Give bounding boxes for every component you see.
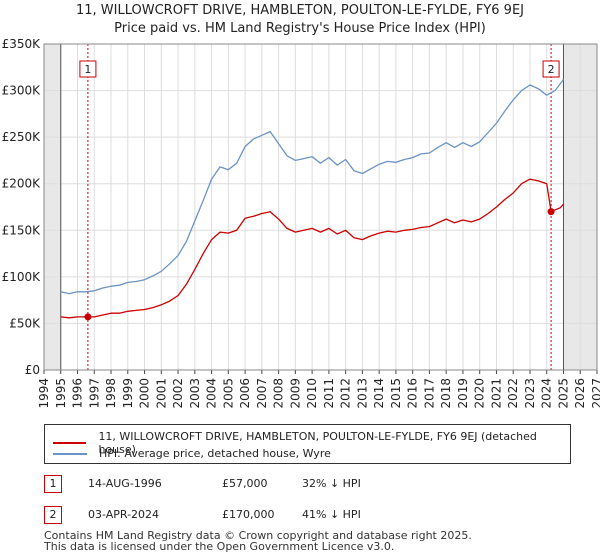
chart-subtitle: Price paid vs. HM Land Registry's House … [114,21,486,36]
transaction-price: £57,000 [222,477,268,490]
x-tick-label: 2021 [489,378,503,409]
sale-label: 1 [84,63,91,76]
transaction-hpi: 41% ↓ HPI [302,508,361,521]
shaded-region [44,44,61,370]
footer-licence: This data is licensed under the Open Gov… [44,540,395,553]
x-tick-label: 1998 [104,378,118,409]
x-tick-label: 2008 [272,378,286,409]
y-tick-label: £50K [9,316,41,330]
x-tick-label: 2019 [456,378,470,409]
y-tick-label: £100K [2,270,42,284]
x-tick-label: 2026 [573,378,587,409]
legend: 11, WILLOWCROFT DRIVE, HAMBLETON, POULTO… [44,424,571,464]
x-tick-label: 2011 [322,378,336,409]
x-tick-label: 2022 [506,378,520,409]
x-tick-label: 2007 [255,378,269,409]
transaction-date: 03-APR-2024 [88,508,160,521]
price-chart: 1 2 £0 £50K £100K £150K £200K £250K £300K £350K 19… [2,37,600,409]
plot-frame [43,43,598,371]
x-tick-label: 2000 [138,378,152,409]
sale-label-box [79,60,97,78]
footer-copyright: Contains HM Land Registry data © Crown c… [44,529,472,542]
x-tick-label: 2027 [590,378,600,409]
x-tick-label: 2017 [422,378,436,409]
y-tick-label: £150K [2,223,42,237]
x-tick-label: 2013 [355,378,369,409]
x-tick-label: 1996 [71,378,85,409]
x-tick-label: 2004 [205,378,219,409]
x-tick-label: 2018 [439,378,453,409]
chart-title: 11, WILLOWCROFT DRIVE, HAMBLETON, POULTO… [75,3,524,18]
transaction-price: £170,000 [222,508,275,521]
footer: Contains HM Land Registry data © Crown c… [44,530,472,552]
hpi-line [60,79,565,295]
y-tick-label: £0 [25,363,40,377]
plot-area [44,44,597,370]
y-tick-label: £300K [2,84,42,98]
transaction-date: 14-AUG-1996 [88,477,162,490]
x-tick-label: 2006 [238,378,252,409]
transaction-badge: 2 [44,506,62,524]
x-tick-label: 2014 [372,378,386,409]
legend-hpi-label: HPI: Average price, detached house, Wyre [99,447,331,460]
price-line-swatch [53,442,87,444]
legend-item-hpi: HPI: Average price, detached house, Wyre [53,447,331,460]
x-tick-label: 2002 [171,378,185,409]
x-tick-label: 1994 [37,378,51,409]
x-tick-label: 2025 [556,378,570,409]
sale-point [547,208,555,216]
x-tick-label: 1995 [54,378,68,409]
transaction-row: 1 14-AUG-1996 £57,000 32% ↓ HPI [44,475,584,495]
x-tick-label: 2010 [305,378,319,409]
sale-label-box [542,60,560,78]
sale-point [84,313,92,321]
x-tick-label: 2024 [540,378,554,409]
x-tick-label: 2016 [406,378,420,409]
transaction-hpi: 32% ↓ HPI [302,477,361,490]
x-tick-label: 1997 [87,378,101,409]
x-tick-label: 2001 [154,378,168,409]
x-tick-label: 2020 [473,378,487,409]
x-tick-label: 2012 [339,378,353,409]
legend-price-label: 11, WILLOWCROFT DRIVE, HAMBLETON, POULTO… [98,430,537,456]
x-tick-label: 2015 [389,378,403,409]
y-tick-label: £250K [2,130,42,144]
x-tick-label: 2005 [221,378,235,409]
hpi-line-swatch [53,452,87,455]
y-tick-label: £200K [2,177,42,191]
legend-item-price: 11, WILLOWCROFT DRIVE, HAMBLETON, POULTO… [53,430,570,456]
y-tick-label: £350K [2,37,42,51]
sale-label: 2 [548,63,555,76]
x-tick-label: 2009 [288,378,302,409]
price-paid-line [60,178,564,319]
x-tick-label: 2003 [188,378,202,409]
transaction-badge: 1 [44,475,62,493]
x-tick-label: 2023 [523,378,537,409]
x-tick-label: 1999 [121,378,135,409]
transaction-row: 2 03-APR-2024 £170,000 41% ↓ HPI [44,506,584,526]
